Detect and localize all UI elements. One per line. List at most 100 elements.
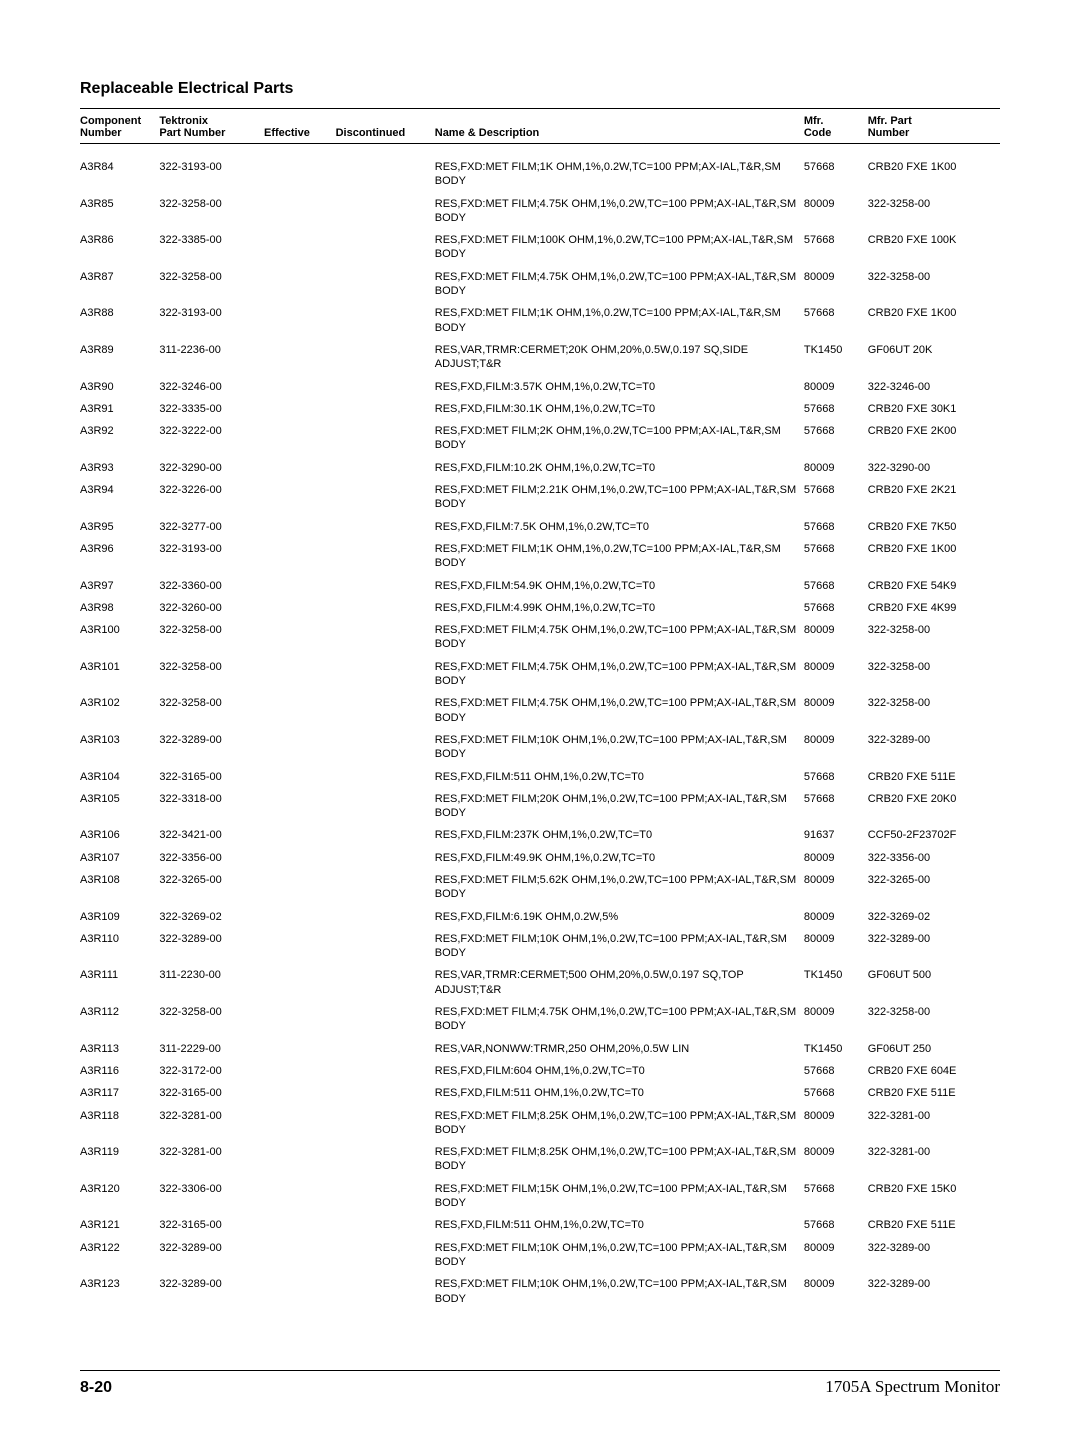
cell-mfr: 80009 — [804, 619, 868, 656]
cell-mfr: 57668 — [804, 538, 868, 575]
cell-desc: RES,FXD,FILM:10.2K OHM,1%,0.2W,TC=T0 — [435, 457, 804, 479]
cell-eff — [264, 906, 336, 928]
cell-desc: RES,FXD:MET FILM;10K OHM,1%,0.2W,TC=100 … — [435, 1273, 804, 1310]
cell-eff — [264, 339, 336, 376]
table-row: A3R96322-3193-00RES,FXD:MET FILM;1K OHM,… — [80, 538, 1000, 575]
cell-mfr: 57668 — [804, 1060, 868, 1082]
cell-tek: 322-3165-00 — [159, 1082, 264, 1104]
cell-disc — [336, 1237, 435, 1274]
cell-disc — [336, 619, 435, 656]
cell-disc — [336, 1038, 435, 1060]
cell-tek: 322-3222-00 — [159, 420, 264, 457]
cell-tek: 322-3258-00 — [159, 193, 264, 230]
cell-mfr: TK1450 — [804, 1038, 868, 1060]
cell-mfr: 57668 — [804, 398, 868, 420]
cell-eff — [264, 597, 336, 619]
table-row: A3R123322-3289-00RES,FXD:MET FILM;10K OH… — [80, 1273, 1000, 1310]
cell-mpn: 322-3289-00 — [868, 1273, 1000, 1310]
cell-eff — [264, 656, 336, 693]
table-row: A3R94322-3226-00RES,FXD:MET FILM;2.21K O… — [80, 479, 1000, 516]
doc-title: 1705A Spectrum Monitor — [825, 1377, 1000, 1397]
table-row: A3R97322-3360-00RES,FXD,FILM:54.9K OHM,1… — [80, 575, 1000, 597]
cell-mpn: GF06UT 250 — [868, 1038, 1000, 1060]
cell-disc — [336, 692, 435, 729]
cell-tek: 322-3277-00 — [159, 516, 264, 538]
th-effective: Effective — [264, 113, 336, 144]
cell-desc: RES,FXD,FILM:511 OHM,1%,0.2W,TC=T0 — [435, 1214, 804, 1236]
table-row: A3R91322-3335-00RES,FXD,FILM:30.1K OHM,1… — [80, 398, 1000, 420]
cell-desc: RES,FXD:MET FILM;8.25K OHM,1%,0.2W,TC=10… — [435, 1105, 804, 1142]
cell-tek: 322-3258-00 — [159, 656, 264, 693]
cell-mfr: 80009 — [804, 656, 868, 693]
cell-desc: RES,FXD:MET FILM;10K OHM,1%,0.2W,TC=100 … — [435, 928, 804, 965]
table-row: A3R107322-3356-00RES,FXD,FILM:49.9K OHM,… — [80, 847, 1000, 869]
cell-mfr: TK1450 — [804, 339, 868, 376]
cell-disc — [336, 906, 435, 928]
cell-mpn: CRB20 FXE 1K00 — [868, 302, 1000, 339]
cell-mpn: CRB20 FXE 1K00 — [868, 144, 1000, 193]
cell-disc — [336, 193, 435, 230]
cell-comp: A3R116 — [80, 1060, 159, 1082]
table-row: A3R88322-3193-00RES,FXD:MET FILM;1K OHM,… — [80, 302, 1000, 339]
cell-desc: RES,FXD:MET FILM;10K OHM,1%,0.2W,TC=100 … — [435, 1237, 804, 1274]
cell-eff — [264, 692, 336, 729]
cell-disc — [336, 788, 435, 825]
cell-mpn: CRB20 FXE 2K21 — [868, 479, 1000, 516]
cell-eff — [264, 193, 336, 230]
cell-desc: RES,FXD:MET FILM;4.75K OHM,1%,0.2W,TC=10… — [435, 266, 804, 303]
cell-mpn: 322-3246-00 — [868, 376, 1000, 398]
cell-comp: A3R120 — [80, 1178, 159, 1215]
cell-mpn: 322-3356-00 — [868, 847, 1000, 869]
cell-mpn: CRB20 FXE 100K — [868, 229, 1000, 266]
table-row: A3R113311-2229-00RES,VAR,NONWW:TRMR,250 … — [80, 1038, 1000, 1060]
cell-comp: A3R85 — [80, 193, 159, 230]
cell-tek: 322-3281-00 — [159, 1141, 264, 1178]
th-tektronix: TektronixPart Number — [159, 113, 264, 144]
cell-desc: RES,FXD:MET FILM;2.21K OHM,1%,0.2W,TC=10… — [435, 479, 804, 516]
cell-tek: 322-3269-02 — [159, 906, 264, 928]
cell-mfr: 80009 — [804, 928, 868, 965]
cell-mfr: 80009 — [804, 1141, 868, 1178]
cell-comp: A3R107 — [80, 847, 159, 869]
cell-tek: 322-3258-00 — [159, 692, 264, 729]
cell-mpn: 322-3258-00 — [868, 1001, 1000, 1038]
cell-mfr: 80009 — [804, 1001, 868, 1038]
cell-disc — [336, 339, 435, 376]
cell-eff — [264, 847, 336, 869]
cell-eff — [264, 229, 336, 266]
cell-tek: 322-3289-00 — [159, 928, 264, 965]
cell-mpn: 322-3258-00 — [868, 619, 1000, 656]
cell-eff — [264, 869, 336, 906]
cell-comp: A3R101 — [80, 656, 159, 693]
cell-eff — [264, 575, 336, 597]
cell-eff — [264, 302, 336, 339]
cell-comp: A3R100 — [80, 619, 159, 656]
cell-desc: RES,FXD,FILM:511 OHM,1%,0.2W,TC=T0 — [435, 1082, 804, 1104]
cell-mpn: 322-3258-00 — [868, 193, 1000, 230]
table-row: A3R92322-3222-00RES,FXD:MET FILM;2K OHM,… — [80, 420, 1000, 457]
cell-mfr: 80009 — [804, 457, 868, 479]
cell-comp: A3R109 — [80, 906, 159, 928]
cell-eff — [264, 824, 336, 846]
cell-mpn: CRB20 FXE 20K0 — [868, 788, 1000, 825]
cell-mfr: 80009 — [804, 1273, 868, 1310]
cell-tek: 322-3165-00 — [159, 1214, 264, 1236]
cell-comp: A3R94 — [80, 479, 159, 516]
cell-mfr: 80009 — [804, 847, 868, 869]
cell-mfr: 57668 — [804, 1082, 868, 1104]
cell-comp: A3R122 — [80, 1237, 159, 1274]
cell-comp: A3R112 — [80, 1001, 159, 1038]
cell-tek: 322-3318-00 — [159, 788, 264, 825]
cell-comp: A3R121 — [80, 1214, 159, 1236]
cell-tek: 322-3306-00 — [159, 1178, 264, 1215]
cell-comp: A3R102 — [80, 692, 159, 729]
table-row: A3R95322-3277-00RES,FXD,FILM:7.5K OHM,1%… — [80, 516, 1000, 538]
cell-tek: 322-3193-00 — [159, 144, 264, 193]
cell-mfr: 57668 — [804, 229, 868, 266]
cell-comp: A3R117 — [80, 1082, 159, 1104]
cell-comp: A3R111 — [80, 964, 159, 1001]
cell-mpn: CRB20 FXE 511E — [868, 766, 1000, 788]
cell-disc — [336, 869, 435, 906]
th-component: ComponentNumber — [80, 113, 159, 144]
cell-mpn: CRB20 FXE 4K99 — [868, 597, 1000, 619]
